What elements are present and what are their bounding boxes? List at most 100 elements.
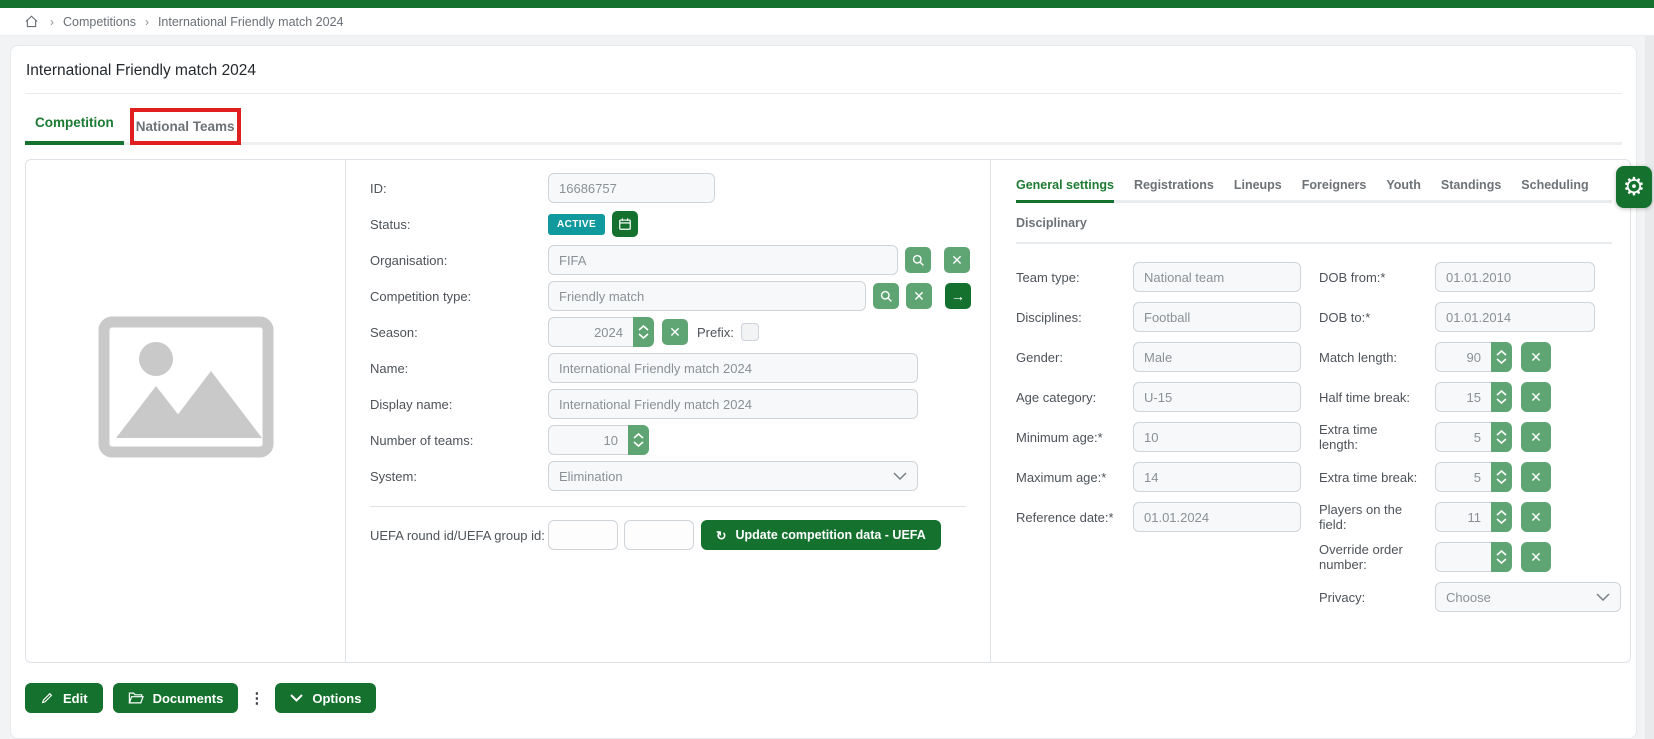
edit-button[interactable]: Edit xyxy=(25,683,103,713)
uefa-group-id-input[interactable] xyxy=(624,520,694,550)
reference-date-input[interactable] xyxy=(1133,502,1301,532)
override-order-number-input[interactable] xyxy=(1435,542,1491,572)
override-order-number-stepper xyxy=(1435,542,1512,572)
spinner-buttons[interactable] xyxy=(1491,542,1512,572)
chevron-up-icon xyxy=(1496,470,1507,476)
organisation-search-button[interactable] xyxy=(905,247,931,273)
spinner-buttons[interactable] xyxy=(628,425,649,455)
tab-foreigners[interactable]: Foreigners xyxy=(1301,178,1367,192)
players-on-field-input[interactable] xyxy=(1435,502,1491,532)
scrollbar-track[interactable] xyxy=(1645,36,1654,739)
competition-type-input[interactable] xyxy=(548,281,866,311)
clear-icon: ✕ xyxy=(1530,509,1542,525)
prefix-checkbox[interactable] xyxy=(740,323,759,341)
tab-competition[interactable]: Competition xyxy=(25,115,124,145)
match-length-clear-button[interactable]: ✕ xyxy=(1521,342,1551,372)
breadcrumb: › Competitions › International Friendly … xyxy=(0,8,1654,36)
dob-to-input[interactable] xyxy=(1435,302,1595,332)
privacy-select[interactable]: Choose xyxy=(1435,582,1621,612)
id-input[interactable] xyxy=(548,173,715,203)
maximum-age-input[interactable] xyxy=(1133,462,1301,492)
tab-youth[interactable]: Youth xyxy=(1386,178,1421,192)
field-row-maximum-age: Maximum age:* xyxy=(1016,462,1301,492)
match-length-input[interactable] xyxy=(1435,342,1491,372)
privacy-label: Privacy: xyxy=(1319,589,1366,605)
documents-button[interactable]: Documents xyxy=(112,683,239,713)
minimum-age-input[interactable] xyxy=(1133,422,1301,452)
half-time-break-clear-button[interactable]: ✕ xyxy=(1521,382,1551,412)
extra-time-length-clear-button[interactable]: ✕ xyxy=(1521,422,1551,452)
competition-type-open-button[interactable]: → xyxy=(945,283,971,309)
organisation-clear-button[interactable]: ✕ xyxy=(944,247,970,273)
chevron-down-icon xyxy=(1496,398,1507,404)
status-history-button[interactable] xyxy=(612,211,639,237)
competition-form: ID: Status: ACTIVE Organisation: xyxy=(345,160,990,662)
team-type-input[interactable] xyxy=(1133,262,1301,292)
competition-type-search-button[interactable] xyxy=(873,283,899,309)
extra-time-break-stepper xyxy=(1435,462,1512,492)
age-category-input[interactable] xyxy=(1133,382,1301,412)
options-button[interactable]: Options xyxy=(275,683,377,713)
tab-national-teams[interactable]: National Teams xyxy=(124,108,247,145)
chevron-up-icon xyxy=(1496,510,1507,516)
extra-time-length-input[interactable] xyxy=(1435,422,1491,452)
gender-input[interactable] xyxy=(1133,342,1301,372)
disciplines-input[interactable] xyxy=(1133,302,1301,332)
tab-lineups[interactable]: Lineups xyxy=(1233,178,1282,192)
uefa-round-id-input[interactable] xyxy=(548,520,618,550)
update-competition-data-uefa-button[interactable]: ↻ Update competition data - UEFA xyxy=(701,520,941,550)
display-name-label: Display name: xyxy=(370,396,453,412)
override-order-number-clear-button[interactable]: ✕ xyxy=(1521,542,1551,572)
extra-time-break-clear-button[interactable]: ✕ xyxy=(1521,462,1551,492)
calendar-icon xyxy=(619,218,631,230)
field-row-number-of-teams: Number of teams: xyxy=(370,425,990,455)
breadcrumb-link-competitions[interactable]: Competitions xyxy=(63,14,136,29)
players-on-field-clear-button[interactable]: ✕ xyxy=(1521,502,1551,532)
home-icon[interactable] xyxy=(24,14,39,29)
field-row-privacy: Privacy: Choose xyxy=(1319,582,1621,612)
dob-from-label: DOB from:* xyxy=(1319,269,1386,285)
field-row-display-name: Display name: xyxy=(370,389,990,419)
tab-scheduling[interactable]: Scheduling xyxy=(1521,178,1589,192)
action-bar: Edit Documents ⋮ Options xyxy=(25,683,377,713)
spinner-buttons[interactable] xyxy=(1491,422,1512,452)
settings-right-column: DOB from:* DOB to:* Match length: xyxy=(1319,262,1621,622)
spinner-buttons[interactable] xyxy=(633,317,654,347)
system-select[interactable]: Elimination xyxy=(548,461,918,491)
tab-general-settings[interactable]: General settings xyxy=(1016,178,1114,203)
tab-registrations[interactable]: Registrations xyxy=(1133,178,1214,192)
id-label: ID: xyxy=(370,180,387,196)
annotation-red-box: National Teams xyxy=(129,108,241,145)
tab-standings[interactable]: Standings xyxy=(1440,178,1502,192)
spinner-buttons[interactable] xyxy=(1491,462,1512,492)
half-time-break-input[interactable] xyxy=(1435,382,1491,412)
age-category-label: Age category: xyxy=(1016,389,1097,405)
subtab-disciplinary[interactable]: Disciplinary xyxy=(1016,216,1612,244)
options-label: Options xyxy=(312,690,362,706)
competition-type-clear-button[interactable]: ✕ xyxy=(906,283,932,309)
clear-icon: ✕ xyxy=(913,288,925,304)
dob-from-input[interactable] xyxy=(1435,262,1595,292)
main-tab-bar: Competition National Teams xyxy=(25,102,1622,145)
competition-logo-area xyxy=(26,160,345,662)
field-row-dob-from: DOB from:* xyxy=(1319,262,1621,292)
settings-gear-button[interactable]: ⚙ xyxy=(1616,166,1652,208)
chevron-down-icon xyxy=(290,694,304,702)
spinner-buttons[interactable] xyxy=(1491,382,1512,412)
season-input[interactable] xyxy=(548,317,633,347)
extra-time-break-input[interactable] xyxy=(1435,462,1491,492)
number-of-teams-input[interactable] xyxy=(548,425,628,455)
chevron-down-icon xyxy=(1596,593,1610,601)
field-row-reference-date: Reference date:* xyxy=(1016,502,1301,532)
spinner-buttons[interactable] xyxy=(1491,502,1512,532)
chevron-up-icon xyxy=(1496,430,1507,436)
season-clear-button[interactable]: ✕ xyxy=(662,319,688,345)
organisation-input[interactable] xyxy=(548,245,898,275)
field-row-minimum-age: Minimum age:* xyxy=(1016,422,1301,452)
display-name-input[interactable] xyxy=(548,389,918,419)
privacy-select-value: Choose xyxy=(1446,589,1491,605)
name-input[interactable] xyxy=(548,353,918,383)
extra-time-length-stepper xyxy=(1435,422,1512,452)
spinner-buttons[interactable] xyxy=(1491,342,1512,372)
field-row-players-on-field: Players on the field: ✕ xyxy=(1319,502,1621,532)
